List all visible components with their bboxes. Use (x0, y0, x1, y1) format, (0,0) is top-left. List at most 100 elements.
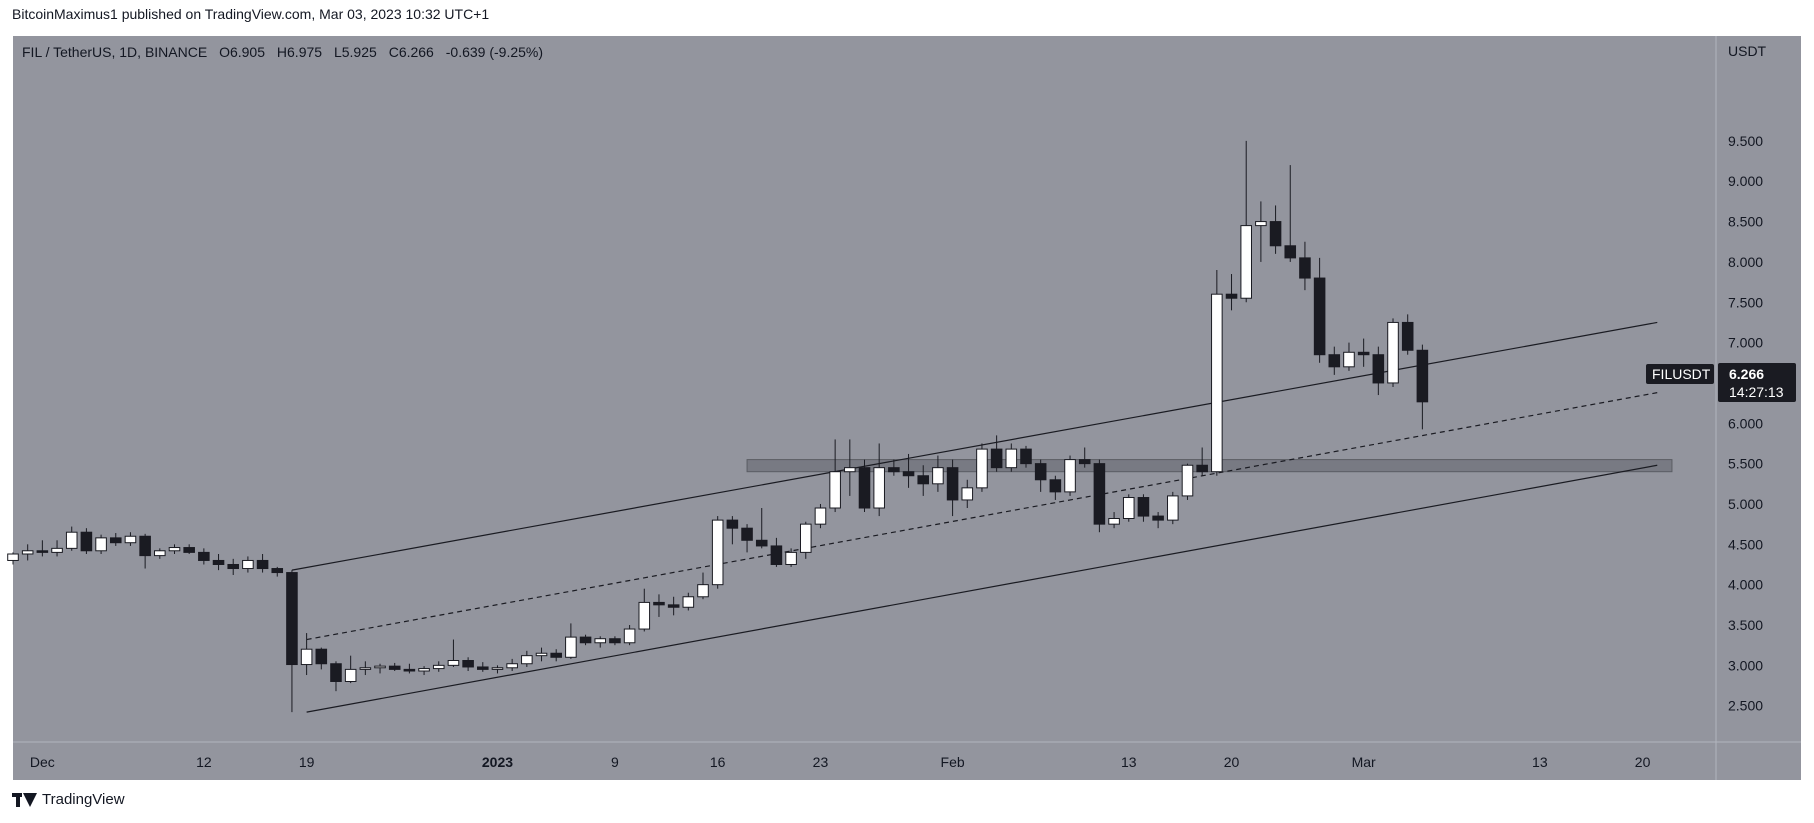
candle (1225, 274, 1238, 311)
time-tick-label: 2023 (482, 754, 513, 770)
candle-body (183, 547, 195, 553)
candle-body (653, 601, 665, 606)
candle (374, 663, 386, 674)
candle (227, 558, 240, 575)
candle (388, 662, 401, 671)
candle-body (770, 545, 783, 565)
candle-body (1343, 351, 1355, 368)
candle-body (359, 667, 372, 670)
candle-body (961, 487, 974, 501)
candle-body (124, 535, 137, 544)
candle (198, 548, 210, 565)
candle-body (623, 628, 636, 644)
footer-brand[interactable]: TradingView (12, 791, 125, 808)
candle (873, 443, 885, 517)
candle-body (609, 638, 621, 644)
candle-body (168, 547, 181, 552)
candle-body (271, 568, 284, 574)
candle-body (1269, 221, 1282, 247)
candle (1211, 269, 1223, 476)
candle (344, 655, 357, 684)
candle-body (477, 666, 489, 670)
candle-body (594, 638, 607, 644)
candle (946, 459, 959, 517)
candle (785, 548, 797, 567)
candle-body (535, 652, 548, 657)
candle (594, 636, 607, 648)
price-tick-label: 4.000 (1728, 577, 1763, 593)
channel-lower (306, 464, 1658, 713)
price-tick-label: 9.500 (1728, 133, 1763, 149)
candle-body (829, 471, 841, 509)
candle (242, 556, 254, 573)
candle (1387, 318, 1399, 387)
channel-upper (291, 321, 1658, 571)
price-tick-label: 8.500 (1728, 214, 1763, 230)
candle (506, 658, 518, 671)
candle (1357, 338, 1370, 367)
candle (65, 526, 78, 551)
candle-body (1387, 321, 1399, 384)
badge-price-bg (1718, 363, 1796, 402)
price-axis-currency: USDT (1728, 43, 1767, 59)
candle (961, 479, 974, 509)
time-tick-label: 13 (1121, 754, 1137, 770)
candle (1328, 346, 1341, 375)
candle (638, 588, 651, 632)
candle-body (1416, 349, 1429, 403)
candle-body (976, 448, 988, 489)
candle (844, 439, 856, 496)
candle-body (917, 475, 930, 485)
candle-body (1299, 257, 1311, 279)
candle (36, 540, 49, 557)
candle-body (638, 601, 651, 630)
candle (432, 661, 445, 672)
high-label: H (276, 44, 288, 60)
candle (741, 524, 753, 553)
candle (609, 636, 621, 646)
candle-body (550, 652, 562, 658)
candle-body (858, 467, 871, 509)
candle-body (330, 663, 342, 682)
candle (1196, 447, 1208, 476)
candle (21, 544, 34, 561)
candle (1299, 241, 1311, 291)
candle (1137, 494, 1150, 522)
candle (1020, 445, 1032, 468)
candle (814, 503, 827, 529)
candle-body (462, 660, 474, 668)
candle (315, 647, 328, 670)
candle-body (1064, 459, 1076, 493)
candle-body (374, 665, 386, 669)
candle-body (873, 467, 885, 509)
candle (932, 455, 944, 492)
candle (579, 634, 592, 646)
channel-middle (306, 392, 1658, 641)
candle-body (1020, 448, 1032, 465)
price-tick-label: 9.000 (1728, 173, 1763, 189)
open-value: 6.905 (229, 44, 265, 60)
candle (697, 572, 709, 600)
candle-body (1196, 464, 1208, 473)
candle-body (1049, 479, 1062, 493)
close-value: 6.266 (398, 44, 434, 60)
candle-body (1137, 497, 1150, 517)
time-tick-label: 23 (813, 754, 829, 770)
candle-body (888, 467, 900, 473)
candle-body (667, 604, 680, 608)
candle-body (154, 550, 166, 557)
candle (667, 596, 680, 616)
candle (770, 537, 783, 567)
candle (154, 548, 166, 559)
candle (212, 554, 225, 571)
candle-body (432, 664, 445, 670)
candle-body (506, 663, 518, 669)
candle (462, 657, 474, 671)
candle (7, 552, 19, 565)
price-tick-label: 5.500 (1728, 456, 1763, 472)
candle-body (1181, 464, 1194, 497)
candle (755, 508, 768, 549)
candle-body (1372, 354, 1385, 384)
ohlc-legend: FIL / TetherUS, 1D, BINANCE O6.905 H6.97… (22, 44, 543, 60)
